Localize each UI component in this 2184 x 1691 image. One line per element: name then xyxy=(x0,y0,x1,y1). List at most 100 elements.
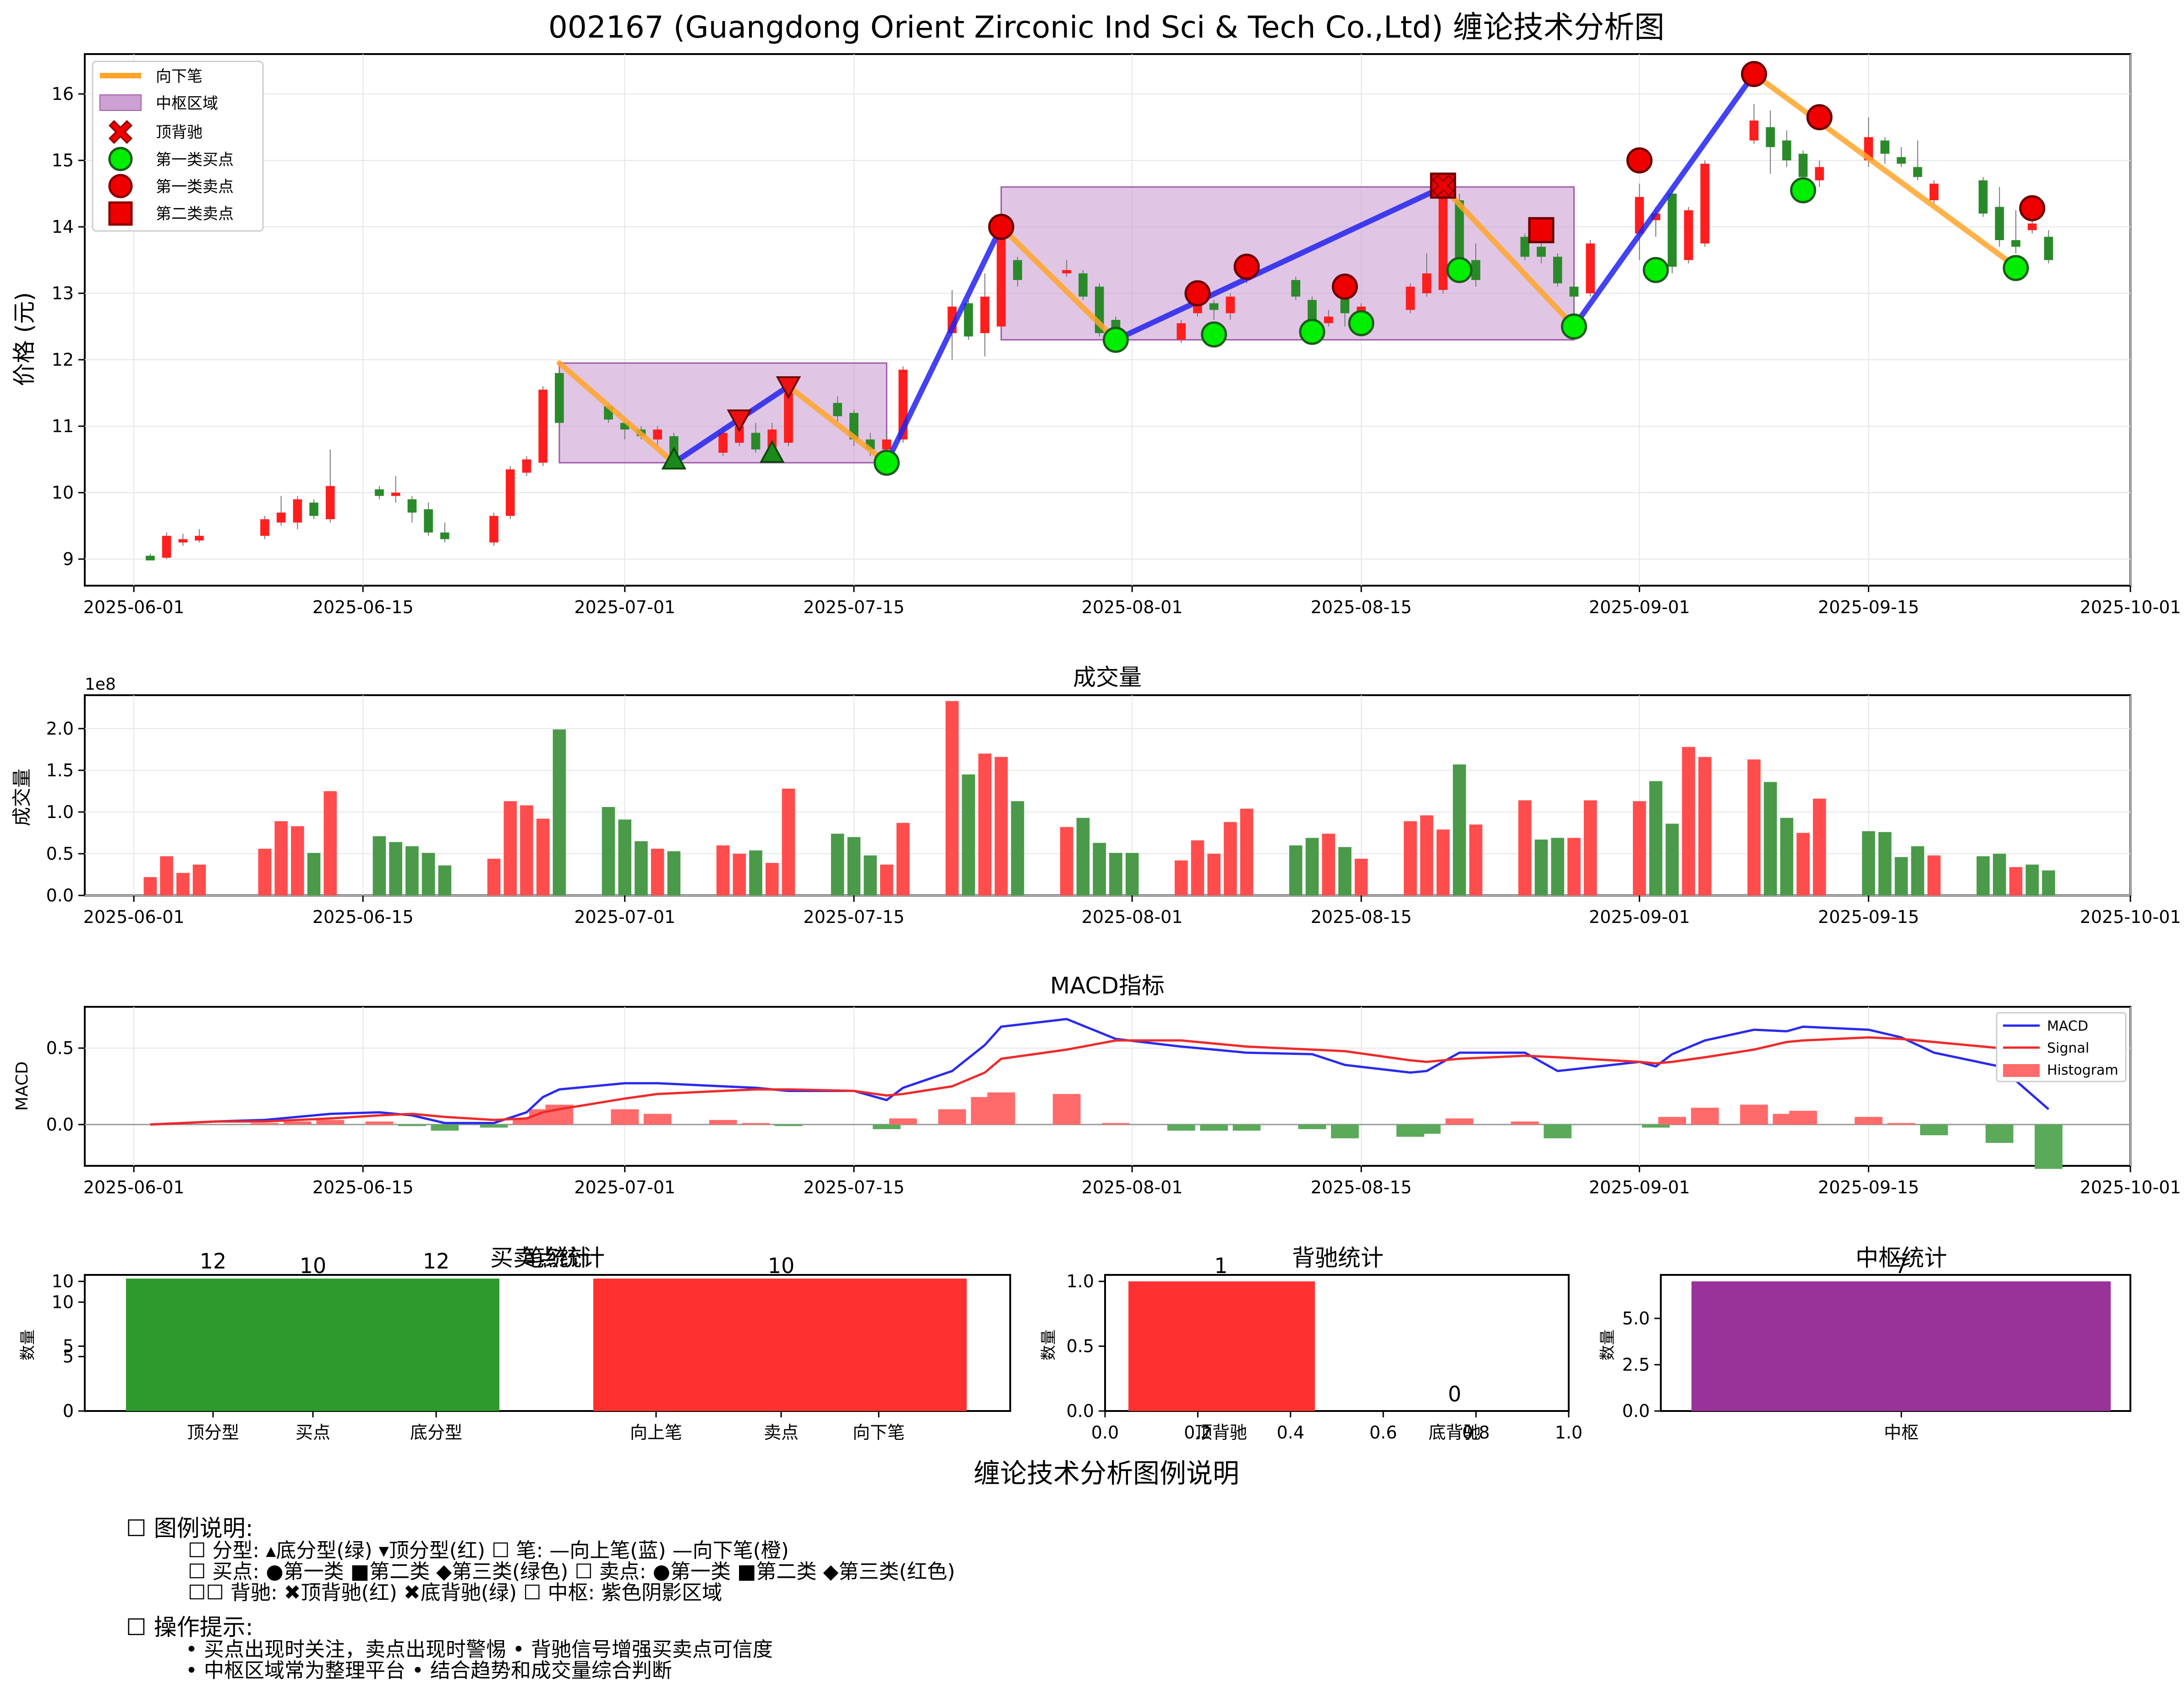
top-divergence-bar xyxy=(1128,1281,1315,1411)
macd-histogram-bar xyxy=(1642,1124,1670,1128)
x-tick-label: 2025-10-01 xyxy=(2080,1177,2181,1197)
candle-body xyxy=(146,555,155,560)
top-divergence-marker xyxy=(1432,174,1454,197)
x-category-label: 底背驰 xyxy=(1429,1422,1481,1443)
volume-bar xyxy=(323,791,337,895)
chart-title: 002167 (Guangdong Orient Zirconic Ind Sc… xyxy=(548,10,1664,45)
legend-line: ☐ 买点: ●第一类 ■第二类 ◆第三类(绿色) ☐ 卖点: ●第一类 ■第二类… xyxy=(188,1560,955,1583)
legend-section-title: 缠论技术分析图例说明 xyxy=(974,1458,1239,1489)
buy1-point xyxy=(1201,321,1227,348)
macd-histogram-bar xyxy=(1985,1124,2014,1143)
bs-stats-ylabel: 数量 xyxy=(19,1329,37,1361)
volume-bar xyxy=(1469,824,1483,895)
volume-bar xyxy=(1338,847,1352,895)
candle-body xyxy=(1798,154,1808,177)
candle-body xyxy=(1978,180,1988,214)
x-tick-label: 2025-06-15 xyxy=(312,1177,414,1197)
candle-body xyxy=(1684,210,1693,260)
volume-bar xyxy=(864,855,877,895)
candle-body xyxy=(1078,273,1088,297)
volume-bar xyxy=(176,873,190,895)
candle-body xyxy=(734,426,744,443)
legend-square-red-icon xyxy=(108,201,133,226)
macd-histogram-bar xyxy=(365,1121,394,1125)
x-tick-label: 1.0 xyxy=(1555,1422,1582,1443)
volume-bar xyxy=(1665,824,1679,895)
macd-histogram-bar xyxy=(1445,1118,1473,1125)
volume-bar xyxy=(1011,801,1024,895)
candle-body xyxy=(1520,236,1530,257)
volume-bar xyxy=(667,851,681,895)
legend-x-red-icon xyxy=(108,120,133,144)
candle-body xyxy=(751,433,761,450)
x-tick-label: 2025-07-15 xyxy=(803,907,904,927)
top-fractal-marker xyxy=(727,409,752,433)
candle-body xyxy=(440,533,449,539)
x-tick-label: 2025-09-15 xyxy=(1818,597,1919,617)
bi-stats-title: 笔统计 xyxy=(522,1245,591,1271)
y-tick-label: 14 xyxy=(52,217,74,237)
legend-label: 第一类买点 xyxy=(156,151,234,169)
macd-histogram-bar xyxy=(611,1109,639,1125)
volume-bar xyxy=(1207,853,1221,895)
down-stroke-line xyxy=(785,384,890,466)
volume-bar xyxy=(1305,838,1319,895)
macd-histogram-bar xyxy=(1167,1124,1195,1131)
macd-title: MACD指标 xyxy=(1050,972,1165,999)
volume-bar xyxy=(1878,832,1892,895)
macd-histogram-bar xyxy=(987,1092,1015,1125)
volume-bar xyxy=(1747,759,1761,895)
volume-bar xyxy=(749,850,762,895)
legend-rect-purple-icon xyxy=(99,94,142,111)
volume-bar xyxy=(831,834,844,895)
macd-histogram-bar xyxy=(1200,1124,1228,1131)
x-tick-label: 2025-06-01 xyxy=(83,1177,185,1197)
legend-line: • 中枢区域常为整理平台 • 结合趋势和成交量综合判断 xyxy=(186,1659,672,1682)
price-panel: 9 10 11 12 13 14 15 16 2025-06-01 2025-06-15 2025… xyxy=(11,53,2181,617)
x-tick-label: 2025-09-15 xyxy=(1818,1177,1919,1197)
zhongshu-stats-bar xyxy=(1691,1281,2111,1411)
x-tick-label: 2025-08-15 xyxy=(1311,907,1412,927)
legend-label: 第一类卖点 xyxy=(156,178,234,196)
up-stroke-line xyxy=(884,224,1004,466)
macd-histogram-bar xyxy=(938,1109,966,1125)
candle-body xyxy=(1635,197,1644,234)
volume-bar xyxy=(1174,860,1188,895)
sell1-point xyxy=(1741,61,1767,87)
x-tick-label: 0.0 xyxy=(1091,1422,1119,1443)
volume-bar xyxy=(2009,867,2023,895)
macd-histogram-bar xyxy=(1298,1124,1326,1129)
volume-bar xyxy=(143,877,157,895)
x-tick-label: 2025-10-01 xyxy=(2080,597,2181,617)
buy-stats-bar xyxy=(126,1279,499,1411)
y-tick-label: 16 xyxy=(52,84,74,104)
buy1-point xyxy=(873,450,900,476)
candle-body xyxy=(309,502,318,516)
volume-bar xyxy=(1780,818,1794,895)
candle-body xyxy=(1013,260,1022,280)
macd-legend: MACD Signal Histogram xyxy=(1996,1012,2127,1082)
y-tick-label: 0 xyxy=(63,1401,74,1421)
volume-bar xyxy=(896,823,910,895)
volume-bar xyxy=(880,864,893,895)
x-tick-label: 0.6 xyxy=(1369,1422,1397,1443)
sell1-point xyxy=(988,214,1014,240)
candle-body xyxy=(882,439,892,450)
volume-bar xyxy=(962,774,975,895)
volume-bar xyxy=(1763,782,1777,895)
volume-bar xyxy=(1436,829,1450,895)
volume-bar xyxy=(504,801,517,895)
volume-bar xyxy=(602,807,615,895)
volume-bar xyxy=(536,818,550,895)
y-tick-label: 10 xyxy=(52,483,74,503)
y-tick-label: 10 xyxy=(52,1271,74,1291)
candle-body xyxy=(1422,273,1431,293)
sell1-point xyxy=(1806,104,1833,131)
candle-body xyxy=(1471,260,1481,280)
x-tick-label: 2025-09-01 xyxy=(1589,597,1690,617)
volume-bar xyxy=(1093,843,1106,895)
sell1-point xyxy=(1331,274,1358,300)
up-stroke-line xyxy=(671,384,791,466)
